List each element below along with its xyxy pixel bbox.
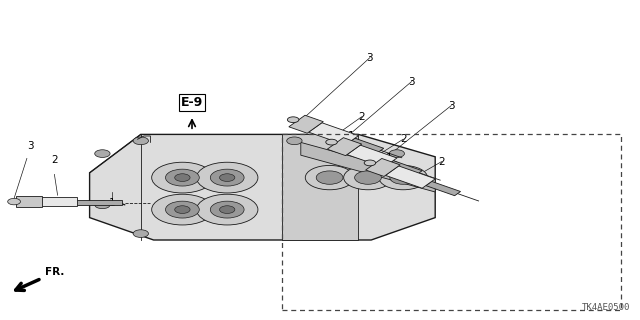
Circle shape — [220, 174, 235, 181]
Text: 3: 3 — [367, 52, 373, 63]
Polygon shape — [282, 134, 358, 240]
Circle shape — [344, 165, 392, 190]
Circle shape — [196, 162, 258, 193]
Text: 3: 3 — [448, 100, 454, 111]
Polygon shape — [426, 181, 461, 196]
Circle shape — [379, 165, 428, 190]
Circle shape — [220, 206, 235, 213]
Polygon shape — [74, 200, 122, 205]
Circle shape — [95, 150, 110, 157]
Circle shape — [326, 139, 337, 145]
Polygon shape — [347, 145, 397, 167]
Text: 1: 1 — [109, 198, 115, 208]
Text: 1: 1 — [424, 176, 431, 186]
Polygon shape — [38, 197, 77, 206]
Circle shape — [211, 169, 244, 186]
Text: E-9: E-9 — [181, 96, 203, 109]
Circle shape — [287, 117, 299, 123]
Text: 3: 3 — [408, 76, 415, 87]
Polygon shape — [349, 138, 384, 153]
Circle shape — [364, 160, 376, 166]
Circle shape — [316, 171, 343, 184]
Polygon shape — [90, 134, 435, 240]
Circle shape — [152, 194, 213, 225]
Circle shape — [389, 150, 404, 157]
Text: 2: 2 — [438, 156, 445, 167]
Circle shape — [305, 165, 354, 190]
Circle shape — [8, 198, 20, 205]
Text: TK4AE0500: TK4AE0500 — [582, 303, 630, 312]
Polygon shape — [308, 123, 358, 145]
Circle shape — [287, 137, 302, 145]
Circle shape — [95, 201, 110, 209]
Circle shape — [196, 194, 258, 225]
Circle shape — [166, 201, 199, 218]
Text: FR.: FR. — [45, 267, 64, 277]
Circle shape — [152, 162, 213, 193]
Polygon shape — [301, 142, 435, 192]
Text: 2: 2 — [400, 134, 406, 144]
Text: 1: 1 — [348, 131, 354, 141]
Text: 2: 2 — [358, 112, 365, 122]
Polygon shape — [289, 115, 323, 133]
Polygon shape — [387, 161, 422, 175]
Polygon shape — [16, 196, 42, 207]
Circle shape — [390, 171, 417, 184]
Circle shape — [355, 171, 381, 184]
Polygon shape — [385, 166, 435, 188]
Circle shape — [211, 201, 244, 218]
Polygon shape — [365, 158, 400, 176]
Circle shape — [166, 169, 199, 186]
Text: 1: 1 — [386, 153, 392, 164]
Circle shape — [175, 206, 190, 213]
Text: 3: 3 — [28, 140, 34, 151]
Circle shape — [133, 137, 148, 145]
Text: 2: 2 — [51, 155, 58, 165]
Circle shape — [175, 174, 190, 181]
Polygon shape — [327, 138, 362, 156]
Circle shape — [133, 230, 148, 237]
